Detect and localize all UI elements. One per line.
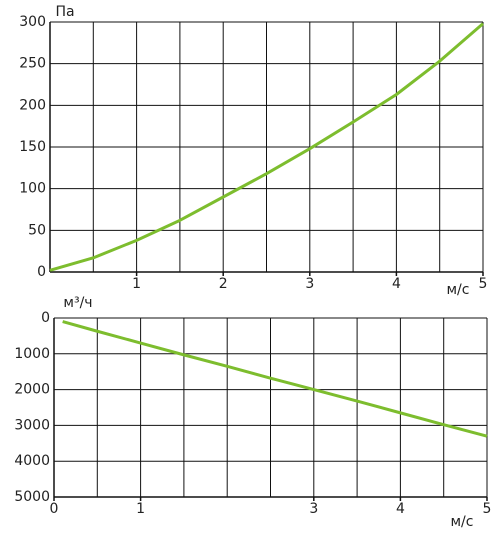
y-tick-label: 250 xyxy=(19,56,46,72)
x-tick-label: 4 xyxy=(392,276,401,292)
y-tick-label: 3000 xyxy=(14,417,50,433)
y-tick-label: 0 xyxy=(37,264,46,280)
y-tick-label: 100 xyxy=(19,181,46,197)
y-tick-label: 1000 xyxy=(14,346,50,362)
y-axis-label: м³/ч xyxy=(63,295,92,311)
x-tick-label: 5 xyxy=(479,276,488,292)
data-line xyxy=(49,22,484,272)
y-tick-label: 0 xyxy=(41,310,50,326)
y-tick-label: 5000 xyxy=(14,489,50,505)
y-tick-label: 4000 xyxy=(14,453,50,469)
x-tick-label: 1 xyxy=(132,276,141,292)
y-tick-label: 200 xyxy=(19,97,46,113)
x-tick-label: 4 xyxy=(396,501,405,517)
y-axis-label: Па xyxy=(55,4,74,20)
data-line xyxy=(62,320,488,438)
x-axis-label: м/с xyxy=(451,514,474,530)
y-tick-label: 2000 xyxy=(14,382,50,398)
x-tick-label: 1 xyxy=(136,501,145,517)
y-tick-label: 150 xyxy=(19,139,46,155)
x-tick-label: 3 xyxy=(309,501,318,517)
y-tick-label: 300 xyxy=(19,14,46,30)
y-tick-label: 50 xyxy=(28,222,46,238)
x-tick-label: 2 xyxy=(219,276,228,292)
x-tick-label: 5 xyxy=(483,501,492,517)
x-tick-label: 3 xyxy=(305,276,314,292)
x-axis-label: м/с xyxy=(447,282,470,298)
x-tick-label: 0 xyxy=(50,501,59,517)
